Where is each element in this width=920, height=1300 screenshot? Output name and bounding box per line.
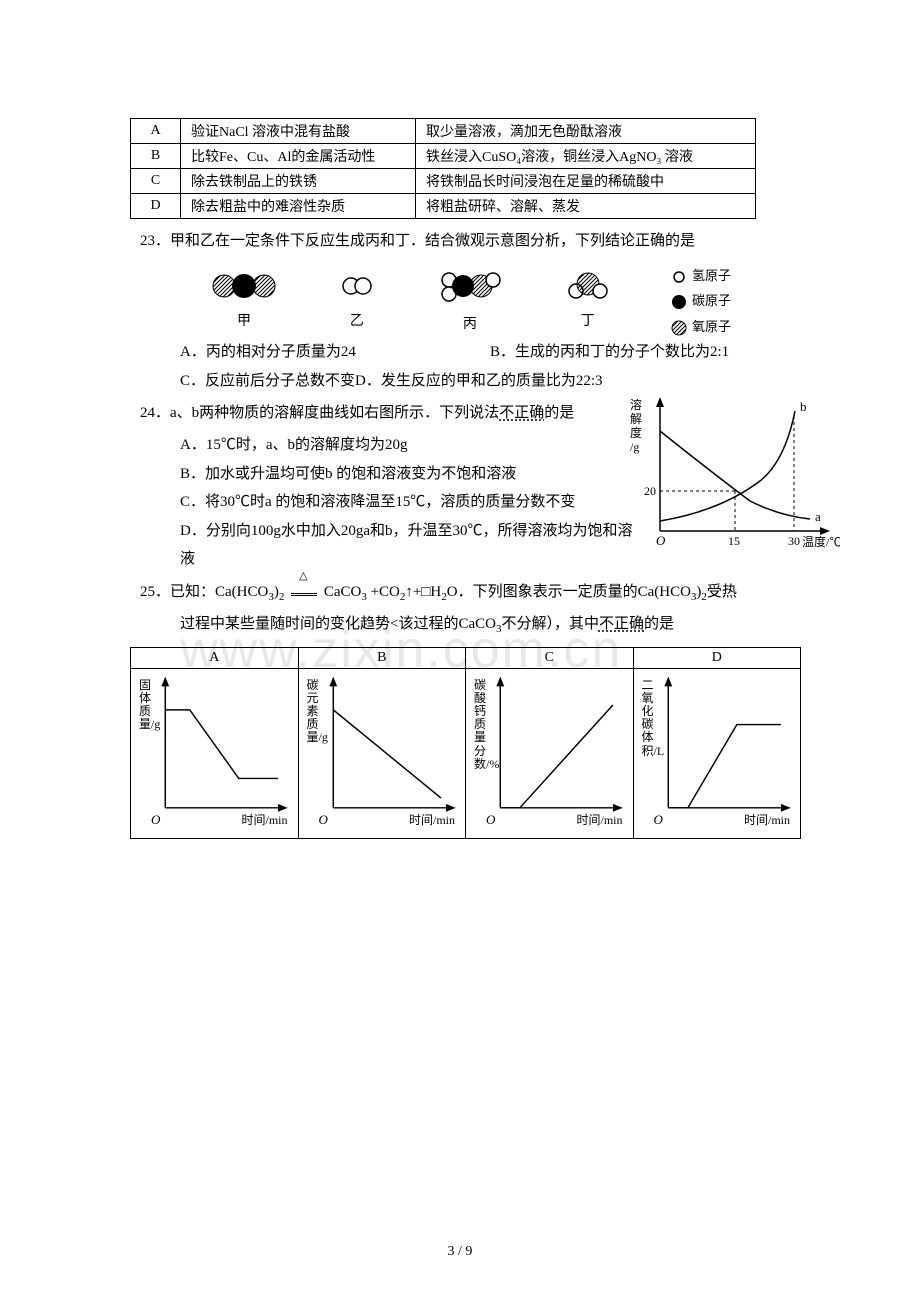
xlabel: 时间/min <box>576 811 622 828</box>
table-row-id: C <box>131 169 181 194</box>
xlabel: 时间/min <box>409 811 455 828</box>
svg-text:30: 30 <box>788 534 800 548</box>
ylabel: 碳元素质量/g <box>307 679 321 745</box>
mol-label-jia: 甲 <box>209 310 279 330</box>
q25-text2: 过程中某些量随时间的变化趋势<该过程的CaCO3不分解），其中不正确的是 <box>180 616 674 632</box>
mol-ding: 丁 <box>563 271 613 330</box>
table-row-id: D <box>131 194 181 219</box>
svg-text:溶: 溶 <box>630 397 642 412</box>
chart-svg <box>131 669 298 834</box>
svg-text:O: O <box>656 533 666 548</box>
chart-c: C 碳酸钙质量分数/% O 时间/min <box>465 647 634 839</box>
svg-text:15: 15 <box>728 534 740 548</box>
chart-svg <box>466 669 633 834</box>
opt-b: B．加水或升温均可使b 的饱和溶液变为不饱和溶液 <box>180 460 640 489</box>
chart-label: A <box>131 648 298 669</box>
svg-text:b: b <box>800 399 807 414</box>
svg-text:a: a <box>815 509 821 524</box>
mol-jia: 甲 <box>209 271 279 330</box>
page-content: A 验证NaCl 溶液中混有盐酸 取少量溶液，滴加无色酚酞溶液 B 比较Fe、C… <box>120 118 800 839</box>
q25-num: 25． <box>140 584 170 600</box>
molecule-icon <box>563 271 613 301</box>
origin: O <box>654 812 663 828</box>
table-method: 将粗盐研碎、溶解、蒸发 <box>416 194 756 219</box>
svg-text:20: 20 <box>644 484 656 498</box>
page-footer: 3 / 9 <box>0 1244 920 1260</box>
legend-h: 氢原子 <box>692 268 731 283</box>
xlabel: 时间/min <box>241 811 287 828</box>
table-purpose: 比较Fe、Cu、Al的金属活动性 <box>181 144 416 169</box>
q24-num: 24． <box>140 405 170 421</box>
opt-a: A．15℃时，a、b的溶解度均为20g <box>180 431 640 460</box>
q24-options: A．15℃时，a、b的溶解度均为20g B．加水或升温均可使b 的饱和溶液变为不… <box>180 431 640 574</box>
q25-text2-line: 过程中某些量随时间的变化趋势<该过程的CaCO3不分解），其中不正确的是 <box>180 612 800 639</box>
q23-stem: 23．甲和乙在一定条件下反应生成丙和丁．结合微观示意图分析，下列结论正确的是 <box>140 229 800 253</box>
molecule-icon <box>209 271 279 301</box>
chart-label: D <box>634 648 801 669</box>
legend-o: 氧原子 <box>692 319 731 334</box>
svg-text:度: 度 <box>630 425 642 440</box>
table-purpose: 除去粗盐中的难溶性杂质 <box>181 194 416 219</box>
chart-label: C <box>466 648 633 669</box>
svg-text:/g: /g <box>630 440 639 454</box>
ylabel: 碳酸钙质量分数/% <box>474 679 488 771</box>
q23-num: 23． <box>140 233 170 249</box>
q25-stem: 25．已知：Ca(HCO3)2 △ CaCO3 +CO2↑+□H2O．下列图象表… <box>140 580 800 607</box>
table-purpose: 验证NaCl 溶液中混有盐酸 <box>181 119 416 144</box>
table-row-id: A <box>131 119 181 144</box>
h-atom-icon <box>671 270 689 284</box>
mol-bing: 丙 <box>435 268 505 333</box>
chart-svg <box>299 669 466 834</box>
origin: O <box>151 812 160 828</box>
table-purpose: 除去铁制品上的铁锈 <box>181 169 416 194</box>
q25-charts: A 固体质量/g O 时间/min B 碳元素质量/g <box>130 647 800 839</box>
q24-text: a、b两种物质的溶解度曲线如右图所示．下列说法不正确的是 <box>170 405 574 421</box>
mol-label-bing: 丙 <box>435 313 505 333</box>
ylabel: 二氧化碳体积/L <box>642 679 656 758</box>
legend-c: 碳原子 <box>692 293 731 308</box>
chart-label: B <box>299 648 466 669</box>
solubility-chart: 溶 解 度 /g b a 20 O 15 30 温度/℃ <box>630 391 840 551</box>
q23-options: A．丙的相对分子质量为24 B．生成的丙和丁的分子个数比为2:1 C．反应前后分… <box>180 338 800 395</box>
q22-table: A 验证NaCl 溶液中混有盐酸 取少量溶液，滴加无色酚酞溶液 B 比较Fe、C… <box>130 118 756 219</box>
origin: O <box>486 812 495 828</box>
mol-yi: 乙 <box>337 271 377 330</box>
table-method: 铁丝浸入CuSO₄溶液，铜丝浸入AgNO₃ 溶液 <box>416 144 756 169</box>
chart-b: B 碳元素质量/g O 时间/min <box>298 647 467 839</box>
q24: 24．a、b两种物质的溶解度曲线如右图所示．下列说法不正确的是 A．15℃时，a… <box>120 401 800 574</box>
molecule-icon <box>337 271 377 301</box>
table-row-id: B <box>131 144 181 169</box>
chart-d: D 二氧化碳体积/L O 时间/min <box>633 647 802 839</box>
opt-c: C．将30℃时a 的饱和溶液降温至15℃，溶质的质量分数不变 <box>180 488 640 517</box>
q23-text: 甲和乙在一定条件下反应生成丙和丁．结合微观示意图分析，下列结论正确的是 <box>170 233 695 249</box>
ylabel: 固体质量/g <box>139 679 153 732</box>
svg-text:解: 解 <box>630 412 642 426</box>
q25-text1: 已知：Ca(HCO3)2 △ CaCO3 +CO2↑+□H2O．下列图象表示一定… <box>170 584 737 600</box>
opt-a: A．丙的相对分子质量为24 <box>180 338 490 367</box>
mol-label-ding: 丁 <box>563 310 613 330</box>
xlabel: 时间/min <box>744 811 790 828</box>
mol-label-yi: 乙 <box>337 310 377 330</box>
molecule-icon <box>435 268 505 304</box>
chart-a: A 固体质量/g O 时间/min <box>130 647 299 839</box>
o-atom-icon <box>671 320 689 336</box>
svg-text:温度/℃: 温度/℃ <box>802 534 840 549</box>
origin: O <box>319 812 328 828</box>
table-method: 将铁制品长时间浸泡在足量的稀硫酸中 <box>416 169 756 194</box>
c-atom-icon <box>671 294 689 310</box>
q23-molecules: 甲 乙 丙 丁 <box>180 265 760 336</box>
legend: 氢原子 碳原子 氧原子 <box>671 265 731 336</box>
opt-b: B．生成的丙和丁的分子个数比为2:1 <box>490 338 800 367</box>
table-method: 取少量溶液，滴加无色酚酞溶液 <box>416 119 756 144</box>
opt-d: D．分别向100g水中加入20ga和b，升温至30℃，所得溶液均为饱和溶液 <box>180 517 640 574</box>
